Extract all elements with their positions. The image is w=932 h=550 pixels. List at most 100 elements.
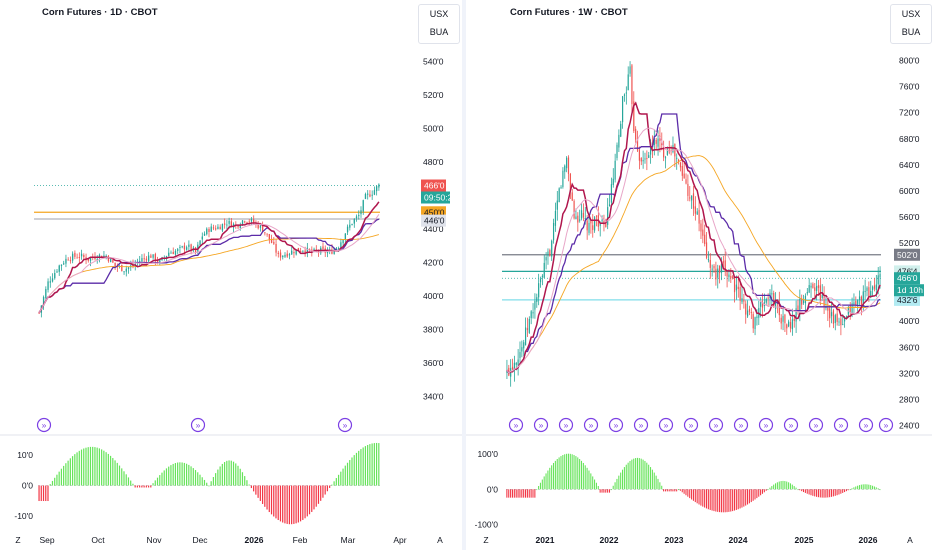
candle-body bbox=[853, 302, 855, 305]
oscillator-bar bbox=[830, 489, 833, 497]
unit-selector[interactable]: USX BUA bbox=[418, 4, 460, 44]
candle-body bbox=[237, 225, 239, 228]
event-double-chevron-right-icon[interactable] bbox=[758, 417, 774, 433]
event-double-chevron-right-icon[interactable] bbox=[508, 417, 524, 433]
candle-body bbox=[743, 299, 745, 302]
candle-body bbox=[838, 321, 840, 323]
candle-body bbox=[698, 209, 700, 224]
candle-body bbox=[844, 317, 846, 322]
oscillator-bar bbox=[201, 477, 203, 486]
oscillator-bar bbox=[741, 489, 743, 508]
oscillator-bar bbox=[524, 489, 527, 498]
oscillator-bar bbox=[246, 480, 248, 486]
oscillator-bar bbox=[297, 485, 299, 523]
weekly-chart-panel[interactable]: 800'0 760'0 720'0 680'0 640'0 600'0 560'0 520'0… bbox=[466, 0, 932, 550]
oscillator-bar bbox=[378, 443, 380, 486]
oscillator-bar bbox=[284, 485, 286, 524]
event-double-chevron-right-icon[interactable] bbox=[36, 417, 52, 433]
event-double-chevron-right-icon[interactable] bbox=[633, 417, 649, 433]
event-double-chevron-right-icon[interactable] bbox=[833, 417, 849, 433]
oscillator-bar bbox=[275, 485, 277, 519]
event-double-chevron-right-icon[interactable] bbox=[337, 417, 353, 433]
candle-body bbox=[519, 352, 521, 358]
oscillator-bar bbox=[230, 460, 232, 486]
event-double-chevron-right-icon[interactable] bbox=[808, 417, 824, 433]
candle-body bbox=[629, 66, 631, 74]
oscillator-bar bbox=[326, 485, 329, 492]
y-axis-tick-label: 540'0 bbox=[423, 57, 444, 67]
oscillator-bar bbox=[679, 489, 681, 491]
x-axis-tick-label: 2024 bbox=[729, 535, 748, 545]
candle-body bbox=[707, 259, 710, 261]
candle-body bbox=[333, 249, 335, 254]
oscillator-bar bbox=[614, 482, 616, 490]
candle-body bbox=[80, 253, 83, 257]
event-double-chevron-right-icon[interactable] bbox=[733, 417, 749, 433]
oscillator-bar bbox=[601, 489, 603, 493]
zoom-button[interactable]: Z bbox=[15, 535, 20, 545]
candle-body bbox=[851, 303, 853, 315]
candle-body bbox=[545, 257, 547, 261]
oscillator-bar bbox=[816, 489, 818, 497]
oscillator-bar bbox=[791, 484, 793, 490]
weekly-chart-svg[interactable]: 800'0 760'0 720'0 680'0 640'0 600'0 560'0 520'0… bbox=[466, 0, 932, 550]
daily-chart-panel[interactable]: 540'0520'0500'0480'0460'0440'0420'0400'0… bbox=[0, 0, 462, 550]
candle-body bbox=[228, 220, 230, 224]
candle-body bbox=[636, 138, 639, 151]
auto-scale-button[interactable]: A bbox=[437, 535, 443, 545]
event-double-chevron-right-icon[interactable] bbox=[558, 417, 574, 433]
oscillator-bar bbox=[756, 489, 758, 499]
event-double-chevron-right-icon[interactable] bbox=[533, 417, 549, 433]
oscillator-bar bbox=[210, 481, 212, 486]
event-double-chevron-right-icon[interactable] bbox=[858, 417, 874, 433]
oscillator-bar bbox=[103, 450, 105, 486]
candle-body bbox=[776, 301, 779, 303]
candle-body bbox=[616, 144, 618, 159]
x-axis-tick-label: Nov bbox=[146, 535, 162, 545]
unit-selector[interactable]: USX BUA bbox=[890, 4, 932, 44]
candle-body bbox=[266, 233, 268, 235]
candle-body bbox=[633, 101, 635, 132]
event-double-chevron-right-icon[interactable] bbox=[608, 417, 624, 433]
oscillator-bar bbox=[797, 489, 799, 491]
oscillator-bar bbox=[98, 448, 101, 486]
oscillator-bar bbox=[237, 465, 239, 486]
event-double-chevron-right-icon[interactable] bbox=[878, 417, 894, 433]
candle-body bbox=[554, 210, 557, 226]
candle-body bbox=[264, 232, 266, 234]
daily-chart-svg[interactable]: 540'0520'0500'0480'0460'0440'0420'0400'0… bbox=[0, 0, 462, 550]
auto-scale-button[interactable]: A bbox=[907, 535, 913, 545]
oscillator-bar bbox=[747, 489, 749, 505]
oscillator-bar bbox=[720, 489, 722, 513]
candle-body bbox=[810, 285, 812, 288]
oscillator-bar bbox=[317, 485, 320, 504]
event-double-chevron-right-icon[interactable] bbox=[783, 417, 799, 433]
candle-body bbox=[741, 298, 743, 303]
candle-body bbox=[515, 362, 517, 365]
event-double-chevron-right-icon[interactable] bbox=[190, 417, 206, 433]
oscillator-bar bbox=[554, 460, 556, 490]
event-icon-glyph: » bbox=[614, 420, 619, 430]
oscillator-bar bbox=[715, 489, 717, 512]
candle-body bbox=[511, 366, 514, 370]
candle-body bbox=[304, 250, 306, 254]
candle-body bbox=[778, 301, 780, 316]
oscillator-bar bbox=[638, 458, 640, 490]
event-double-chevron-right-icon[interactable] bbox=[658, 417, 674, 433]
candle-body bbox=[94, 256, 96, 260]
event-double-chevron-right-icon[interactable] bbox=[708, 417, 724, 433]
event-double-chevron-right-icon[interactable] bbox=[683, 417, 699, 433]
candle-body bbox=[302, 250, 304, 252]
zoom-button[interactable]: Z bbox=[483, 535, 488, 545]
event-double-chevron-right-icon[interactable] bbox=[583, 417, 599, 433]
oscillator-bar bbox=[147, 485, 150, 488]
candle-body bbox=[190, 244, 192, 251]
oscillator-bar bbox=[174, 463, 177, 486]
y-axis-tick-label: 240'0 bbox=[899, 420, 920, 430]
y-axis-tick-label: 280'0 bbox=[899, 394, 920, 404]
x-axis-tick-label: 2023 bbox=[665, 535, 684, 545]
candle-body bbox=[123, 271, 125, 273]
oscillator-bar bbox=[199, 474, 201, 486]
oscillator-bar bbox=[163, 470, 165, 486]
oscillator-bar bbox=[85, 447, 87, 486]
